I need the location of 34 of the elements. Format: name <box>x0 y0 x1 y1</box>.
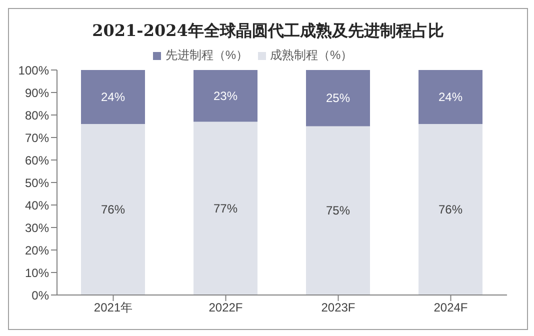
y-tick-label: 30% <box>24 220 50 235</box>
data-label: 23% <box>213 88 238 103</box>
y-tick-label: 0% <box>32 288 50 302</box>
legend-label: 成熟制程（%） <box>270 48 353 62</box>
x-tick-label: 2023F <box>321 300 356 315</box>
y-tick-label: 50% <box>24 176 50 190</box>
x-tick-label: 2022F <box>208 300 243 315</box>
y-tick-label: 90% <box>24 86 50 100</box>
bar <box>418 70 482 124</box>
bar <box>418 124 482 295</box>
y-tick-label: 80% <box>24 108 50 122</box>
y-tick-label: 40% <box>24 198 50 212</box>
legend-label: 先进制程（%） <box>165 48 248 62</box>
data-label: 75% <box>326 204 350 218</box>
y-tick-label: 20% <box>24 243 50 258</box>
bar <box>81 124 145 295</box>
data-label: 25% <box>326 91 350 106</box>
data-label: 24% <box>100 90 126 104</box>
y-tick-label: 70% <box>24 130 50 145</box>
y-tick-label: 100% <box>18 63 50 78</box>
x-tick-label: 2024F <box>434 300 468 315</box>
bar <box>81 70 145 124</box>
bar <box>194 70 258 122</box>
chart-title: 2021-2024年全球晶圆代工成熟及先进制程占比 <box>91 20 445 42</box>
data-label: 77% <box>213 201 238 216</box>
data-label: 76% <box>438 202 463 216</box>
bar <box>306 70 370 126</box>
bar <box>306 126 370 295</box>
bar <box>194 122 258 295</box>
data-label: 24% <box>438 90 463 104</box>
y-tick-label: 10% <box>24 266 50 280</box>
data-label: 76% <box>100 202 126 216</box>
y-tick-label: 60% <box>24 153 50 168</box>
x-tick-label: 2021年 <box>94 300 133 315</box>
